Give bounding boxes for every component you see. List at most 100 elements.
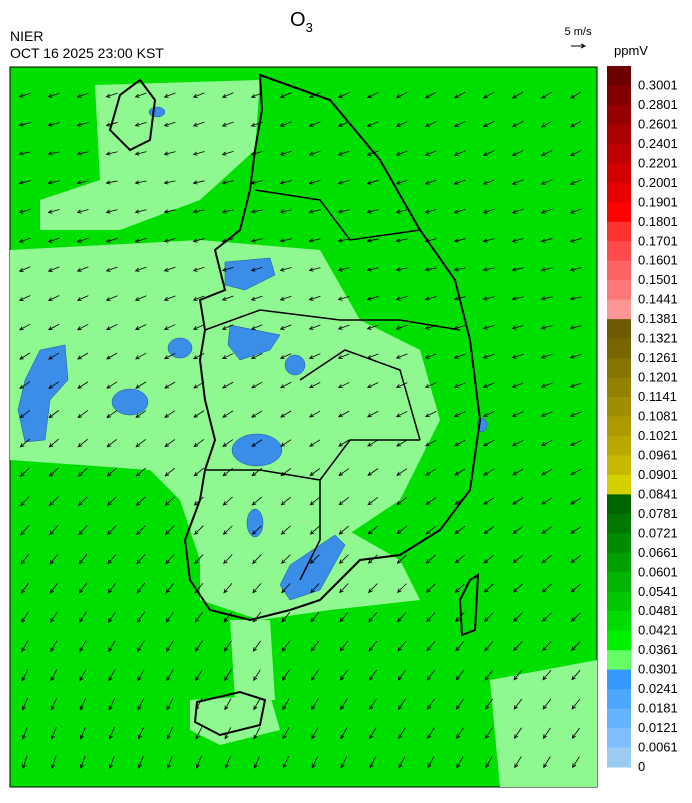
wind-arrow [21, 726, 28, 740]
wind-arrow [424, 238, 437, 243]
wind-arrow [192, 121, 205, 127]
wind-arrow [482, 353, 495, 359]
wind-arrow [485, 727, 493, 740]
colorbar-segment [607, 513, 631, 534]
wind-arrow [427, 756, 435, 769]
wind-arrow [454, 468, 466, 476]
wind-arrow [282, 698, 290, 711]
wind-arrow [78, 525, 88, 536]
wind-arrow [195, 669, 203, 682]
wind-arrow [279, 121, 292, 127]
wind-arrow [19, 381, 31, 389]
wind-arrow [192, 151, 205, 156]
wind-arrow [224, 698, 232, 711]
wind-arrow [251, 468, 263, 477]
wind-arrow [366, 324, 379, 330]
wind-arrow [570, 526, 582, 534]
wind-arrow [280, 496, 291, 506]
wind-arrow [223, 583, 233, 594]
wind-arrow [482, 439, 495, 447]
wind-arrow [453, 179, 466, 185]
wind-arrow [105, 295, 118, 301]
wind-arrow [221, 121, 234, 127]
wind-arrow [21, 640, 29, 653]
wind-arrow [106, 381, 118, 389]
wind-arrow [137, 669, 145, 682]
wind-arrow [77, 438, 88, 448]
wind-arrow [76, 180, 89, 185]
wind-arrow [366, 410, 379, 418]
wind-arrow [50, 669, 58, 682]
wind-arrow [483, 468, 495, 476]
wind-arrow [395, 238, 408, 243]
wind-arrow [164, 496, 175, 506]
wind-arrow [137, 698, 145, 711]
wind-arrow [308, 180, 321, 185]
wind-arrow [368, 612, 378, 623]
wind-arrow [540, 238, 553, 243]
wind-arrow [250, 121, 263, 127]
colorbar-label: 0.0301 [638, 662, 678, 677]
wind-arrow [19, 409, 31, 419]
wind-arrow [425, 525, 437, 535]
wind-arrow [77, 381, 89, 389]
wind-arrow [280, 525, 291, 535]
wind-arrow [47, 122, 60, 127]
wind-arrow [282, 727, 290, 740]
wind-arrow [310, 669, 319, 681]
colorbar-segment [607, 241, 631, 262]
colorbar-label: 0.1501 [638, 272, 678, 287]
colorbar-segment [607, 708, 631, 729]
wind-arrow [78, 582, 88, 594]
wind-arrow [570, 555, 582, 564]
wind-arrow [511, 296, 524, 301]
wind-arrow [50, 726, 57, 740]
wind-arrow [105, 122, 118, 127]
colorbar-segment [607, 494, 631, 515]
wind-arrow [134, 209, 147, 214]
wind-arrow [396, 554, 407, 564]
wind-arrow [164, 410, 176, 418]
wind-arrow [134, 266, 147, 272]
wind-arrow [482, 411, 495, 417]
wind-arrow [76, 122, 89, 127]
wind-arrow [134, 324, 147, 330]
wind-arrow [221, 151, 234, 156]
wind-arrow [106, 438, 118, 448]
colorbar-label: 0.0181 [638, 701, 678, 716]
wind-arrow [309, 410, 321, 418]
wind-arrow [279, 295, 292, 301]
wind-arrow [252, 554, 262, 565]
wind-legend-label: 5 m/s [565, 26, 592, 38]
wind-arrow [308, 382, 321, 389]
colorbar-segment [607, 572, 631, 593]
wind-arrow [308, 295, 321, 301]
wind-arrow [308, 209, 321, 214]
wind-arrow [367, 554, 378, 564]
wind-arrow [338, 554, 349, 564]
wind-arrow [163, 92, 176, 98]
wind-arrow [424, 382, 437, 388]
wind-arrow [135, 496, 146, 506]
wind-arrow [541, 497, 553, 505]
colorbar-segment [607, 280, 631, 301]
colorbar-label: 0.1381 [638, 311, 678, 326]
wind-arrow [455, 612, 465, 623]
wind-arrow [396, 468, 408, 476]
wind-arrow [308, 353, 321, 359]
wind-arrow [453, 150, 466, 156]
wind-arrow [395, 296, 408, 301]
wind-arrow [338, 410, 350, 418]
wind-arrow [195, 755, 202, 769]
wind-arrow [569, 267, 582, 272]
colorbar-segment [607, 358, 631, 379]
wind-arrow [484, 669, 494, 681]
wind-arrow [569, 411, 582, 417]
wind-arrow [19, 323, 31, 331]
wind-arrow [454, 439, 466, 447]
wind-arrow [19, 352, 31, 360]
wind-arrow [396, 439, 408, 447]
wind-arrow [164, 381, 176, 389]
colorbar-label: 0.0121 [638, 720, 678, 735]
wind-arrow [192, 209, 205, 214]
